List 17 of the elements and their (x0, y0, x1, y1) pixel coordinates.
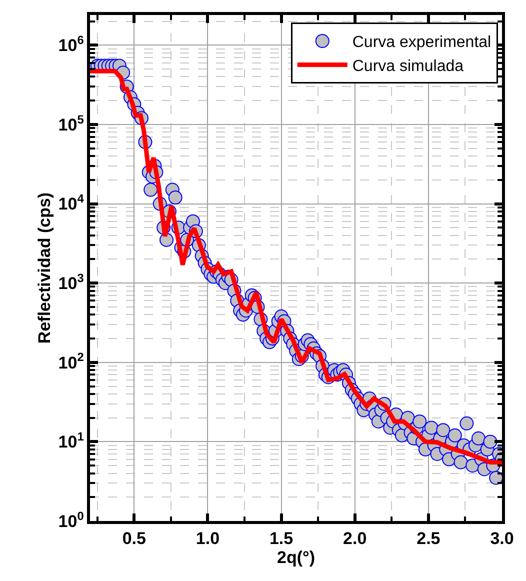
y-tick-label: 10$^{3}$ (58, 270, 84, 294)
y-tick-label: 10$^{5}$ (58, 112, 84, 134)
x-tick-label: 1.5 (269, 529, 294, 548)
x-tick-label: 3.0 (490, 529, 514, 548)
y-tick-label: 10$^{2}$ (58, 350, 84, 372)
x-tick-label: 0.5 (122, 529, 146, 548)
y-tick-label: 10$^{1}$ (58, 430, 84, 452)
legend-label: Curva simulada (352, 58, 464, 76)
x-tick-label: 2.0 (343, 529, 367, 548)
x-axis-title: 2q(°) (277, 548, 315, 568)
legend-label: Curva experimental (352, 34, 492, 52)
x-tick-label: 2.5 (416, 529, 440, 548)
y-axis-title: Reflectividad (cps) (34, 192, 54, 344)
x-tick-label: 1.0 (196, 529, 220, 548)
y-tick-label: 10$^{4}$ (58, 192, 84, 214)
y-tick-label: 10$^{0}$ (58, 508, 84, 531)
y-tick-label: 10$^{6}$ (58, 32, 84, 56)
